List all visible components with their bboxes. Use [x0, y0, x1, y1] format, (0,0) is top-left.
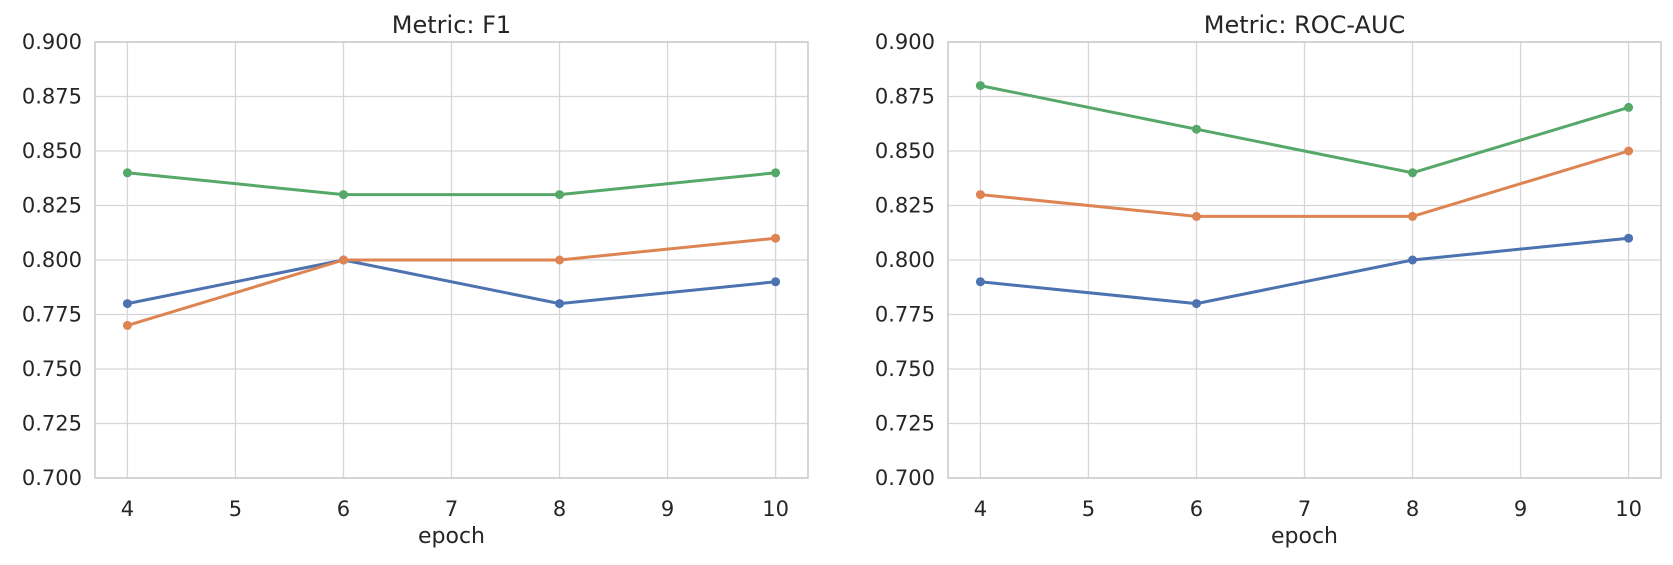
- data-point-marker: [771, 233, 781, 243]
- x-tick-label: 6: [1190, 497, 1203, 521]
- y-tick-label: 0.750: [22, 357, 82, 381]
- x-tick-label: 6: [337, 497, 350, 521]
- series-line: [125, 236, 778, 327]
- data-point-marker: [338, 255, 348, 265]
- data-point-marker: [1408, 168, 1418, 178]
- data-point-marker: [338, 190, 348, 200]
- series-green-series: [122, 168, 781, 200]
- y-tick-label: 0.825: [22, 194, 82, 218]
- data-point-marker: [1624, 102, 1634, 112]
- data-point-marker: [122, 320, 132, 330]
- y-tick-label: 0.900: [875, 30, 935, 54]
- series-line: [125, 171, 778, 197]
- f1-metric-chart: 0.700 0.725 0.750 0.775 0.800 0.825 0.850 0.875…: [22, 11, 809, 549]
- data-point-marker: [975, 190, 985, 200]
- plot-border: [94, 41, 809, 479]
- plot-border: [947, 41, 1662, 479]
- chart-title: Metric: F1: [392, 11, 511, 39]
- series-blue-series: [975, 233, 1634, 309]
- chart-plot-area: 0.700 0.725 0.750 0.775 0.800 0.825 0.850 0.875…: [875, 30, 1662, 521]
- roc-auc-metric-chart: 0.700 0.725 0.750 0.775 0.800 0.825 0.850 0.875…: [875, 11, 1662, 549]
- y-tick-label: 0.750: [875, 357, 935, 381]
- y-tick-label: 0.800: [875, 248, 935, 272]
- data-point-marker: [1191, 124, 1201, 134]
- x-tick-label: 4: [974, 497, 987, 521]
- x-tick-label: 9: [1514, 497, 1527, 521]
- x-axis-label: epoch: [1271, 524, 1338, 549]
- chart-plot-area: 0.700 0.725 0.750 0.775 0.800 0.825 0.850 0.875…: [22, 30, 809, 521]
- y-tick-label: 0.900: [22, 30, 82, 54]
- x-tick-label: 7: [1298, 497, 1311, 521]
- x-tick-label: 4: [121, 497, 134, 521]
- chart-title: Metric: ROC-AUC: [1204, 11, 1406, 39]
- y-tick-labels: 0.700 0.725 0.750 0.775 0.800 0.825 0.850 0.875…: [875, 30, 935, 490]
- series-line: [978, 236, 1631, 306]
- series-green-series: [975, 81, 1634, 178]
- series-line: [978, 149, 1631, 218]
- y-tick-label: 0.850: [875, 139, 935, 163]
- data-point-marker: [555, 299, 565, 309]
- x-tick-label: 5: [1082, 497, 1095, 521]
- x-tick-labels: 4 5 6 7 8 9 10: [974, 497, 1642, 521]
- x-tick-label: 8: [1406, 497, 1419, 521]
- data-point-marker: [975, 277, 985, 287]
- y-tick-label: 0.875: [875, 85, 935, 109]
- data-point-marker: [555, 190, 565, 200]
- x-tick-label: 5: [229, 497, 242, 521]
- data-point-marker: [122, 168, 132, 178]
- y-tick-label: 0.800: [22, 248, 82, 272]
- x-tick-label: 10: [762, 497, 789, 521]
- data-point-marker: [975, 81, 985, 91]
- data-point-marker: [1408, 211, 1418, 221]
- series-orange-series: [122, 233, 781, 330]
- y-tick-label: 0.725: [22, 412, 82, 436]
- x-tick-label: 10: [1615, 497, 1642, 521]
- series-line: [978, 84, 1631, 175]
- data-point-marker: [1191, 211, 1201, 221]
- y-tick-label: 0.775: [22, 303, 82, 327]
- y-tick-label: 0.700: [22, 466, 82, 490]
- x-tick-label: 9: [661, 497, 674, 521]
- x-tick-labels: 4 5 6 7 8 9 10: [121, 497, 789, 521]
- y-tick-labels: 0.700 0.725 0.750 0.775 0.800 0.825 0.850 0.875…: [22, 30, 82, 490]
- x-tick-label: 8: [553, 497, 566, 521]
- x-axis-label: epoch: [418, 524, 485, 549]
- y-tick-label: 0.825: [875, 194, 935, 218]
- y-tick-label: 0.725: [875, 412, 935, 436]
- data-point-marker: [1191, 299, 1201, 309]
- data-point-marker: [555, 255, 565, 265]
- data-point-marker: [1624, 146, 1634, 156]
- y-tick-label: 0.700: [875, 466, 935, 490]
- y-tick-label: 0.875: [22, 85, 82, 109]
- y-tick-label: 0.775: [875, 303, 935, 327]
- data-point-marker: [122, 299, 132, 309]
- data-point-marker: [771, 277, 781, 287]
- series-line: [125, 258, 778, 306]
- y-tick-label: 0.850: [22, 139, 82, 163]
- data-point-marker: [1624, 233, 1634, 243]
- x-tick-label: 7: [445, 497, 458, 521]
- data-point-marker: [1408, 255, 1418, 265]
- data-point-marker: [771, 168, 781, 178]
- series-orange-series: [975, 146, 1634, 221]
